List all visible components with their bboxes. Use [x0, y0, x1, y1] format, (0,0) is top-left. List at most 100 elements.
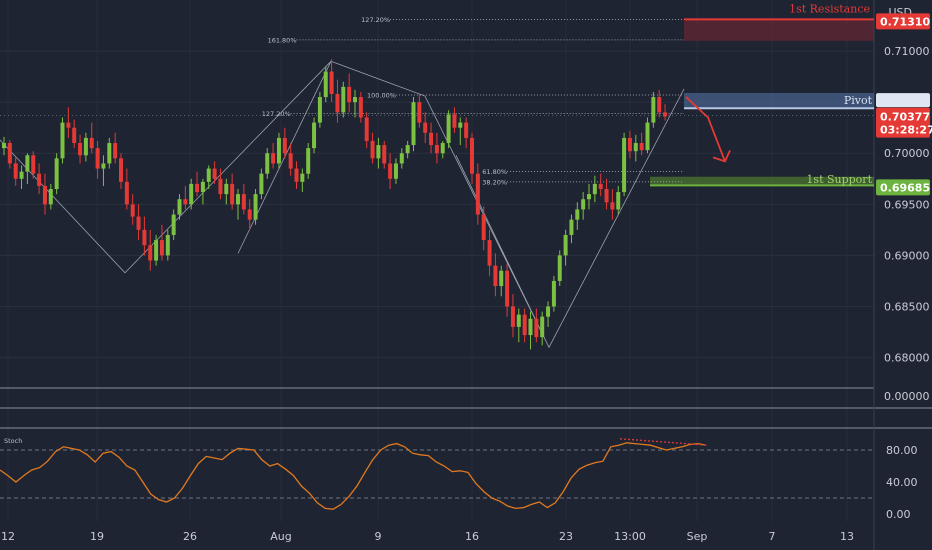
candle-body: [259, 173, 264, 195]
candle-body: [657, 97, 662, 113]
candle-body: [388, 163, 393, 179]
candle-body: [481, 214, 486, 241]
candle-body: [25, 155, 30, 172]
candle-body: [592, 183, 597, 195]
candle-body: [148, 245, 153, 261]
candle-body: [569, 219, 574, 235]
candle-body: [446, 114, 451, 144]
candle-body: [347, 86, 352, 103]
candle-body: [598, 183, 603, 189]
candle-body: [195, 183, 200, 193]
candle-body: [224, 183, 229, 195]
pivot-badge[interactable]: [876, 93, 930, 108]
time-tick-label: 9: [375, 530, 382, 543]
candle-body: [42, 185, 47, 205]
candle-body: [382, 145, 387, 164]
time-tick-label: 13:00: [614, 530, 646, 543]
candle-body: [124, 181, 129, 205]
candle-body: [206, 168, 211, 182]
price-tick-label: 0.68000: [884, 352, 930, 365]
support-badge[interactable]: [876, 179, 930, 196]
price-tick-label: 0.68500: [884, 300, 930, 313]
price-axis[interactable]: 0.710000.705000.700000.695000.690000.685…: [876, 6, 932, 521]
stoch-divergence-line: [619, 438, 709, 446]
fib-label: 61.80%: [482, 168, 507, 176]
candle-body: [66, 122, 71, 128]
resistance-badge[interactable]: [876, 13, 930, 30]
candle-body: [294, 168, 299, 182]
time-tick-label: Sep: [687, 530, 708, 543]
candle-body: [510, 306, 515, 327]
candle-body: [200, 181, 205, 193]
candle-body: [171, 214, 176, 235]
last-price-badge-value: 0.70377: [880, 111, 930, 124]
candle-body: [540, 316, 545, 338]
candle-body: [300, 173, 305, 182]
pivot-label: Pivot: [844, 94, 873, 107]
time-tick-label: 19: [90, 530, 104, 543]
candle-body: [528, 318, 533, 336]
candle-body: [107, 143, 112, 164]
candle-body: [434, 145, 439, 154]
resistance-label: 1st Resistance: [789, 2, 870, 15]
last-price-badge[interactable]: [876, 107, 930, 138]
fib-label: 100.00%: [367, 92, 396, 100]
support-resistance-levels: 1st Resistance Pivot 1st Support: [0, 2, 874, 187]
fib-label: 38.20%: [482, 178, 507, 186]
time-tick-label: 12: [1, 530, 15, 543]
candle-body: [645, 122, 650, 151]
candle-body: [587, 194, 591, 200]
candle-body: [563, 234, 568, 256]
candle-body: [522, 314, 527, 336]
price-tick-label: 0.69000: [884, 249, 930, 262]
time-axis[interactable]: 12 19 26 Aug 9 16 23 13:00 Sep 7 13: [1, 530, 854, 543]
candle-body: [376, 145, 381, 159]
price-tick-label: 0.69500: [884, 198, 930, 211]
stoch-tick-label: 0.00: [886, 508, 911, 521]
candle-body: [604, 189, 609, 203]
candle-body: [89, 137, 94, 149]
candle-body: [393, 163, 398, 179]
candle-body: [276, 137, 281, 164]
candle-body: [440, 143, 445, 154]
candle-body: [627, 137, 632, 152]
candle-body: [19, 171, 24, 179]
candle-body: [241, 194, 246, 210]
candle-body: [48, 189, 53, 205]
candle-body: [159, 240, 164, 256]
candle-body: [417, 102, 422, 123]
candle-body: [312, 122, 317, 149]
candle-body: [411, 102, 416, 146]
candle-body: [271, 153, 276, 164]
fib-label: 127.20%: [262, 110, 291, 118]
candle-body: [429, 132, 434, 146]
candle-body: [130, 204, 135, 217]
support-badge-value: 0.69685: [880, 181, 930, 194]
candlesticks: [2, 59, 668, 350]
candle-body: [452, 114, 457, 128]
time-tick-label: 23: [559, 530, 573, 543]
forecast-arrow: [685, 96, 731, 163]
time-tick-label: Aug: [270, 530, 291, 543]
candle-body: [13, 163, 18, 179]
zigzag-line: [0, 60, 685, 349]
candle-body: [119, 158, 123, 182]
candle-body: [212, 168, 217, 179]
candle-body: [405, 145, 410, 154]
arrow-head: [712, 150, 731, 163]
candle-body: [60, 122, 65, 159]
resistance-badge-value: 0.71310: [880, 15, 930, 28]
candle-body: [610, 202, 615, 210]
stoch-tick-label: 80.00: [886, 444, 918, 457]
price-tick-label: 0.71000: [884, 45, 930, 58]
support-label: 1st Support: [806, 173, 872, 186]
price-tick-label: 0.70000: [884, 147, 930, 160]
candle-body: [516, 314, 521, 327]
candle-body: [581, 199, 586, 210]
candle-body: [353, 97, 357, 103]
time-tick-label: 26: [183, 530, 197, 543]
candle-body: [364, 117, 369, 141]
